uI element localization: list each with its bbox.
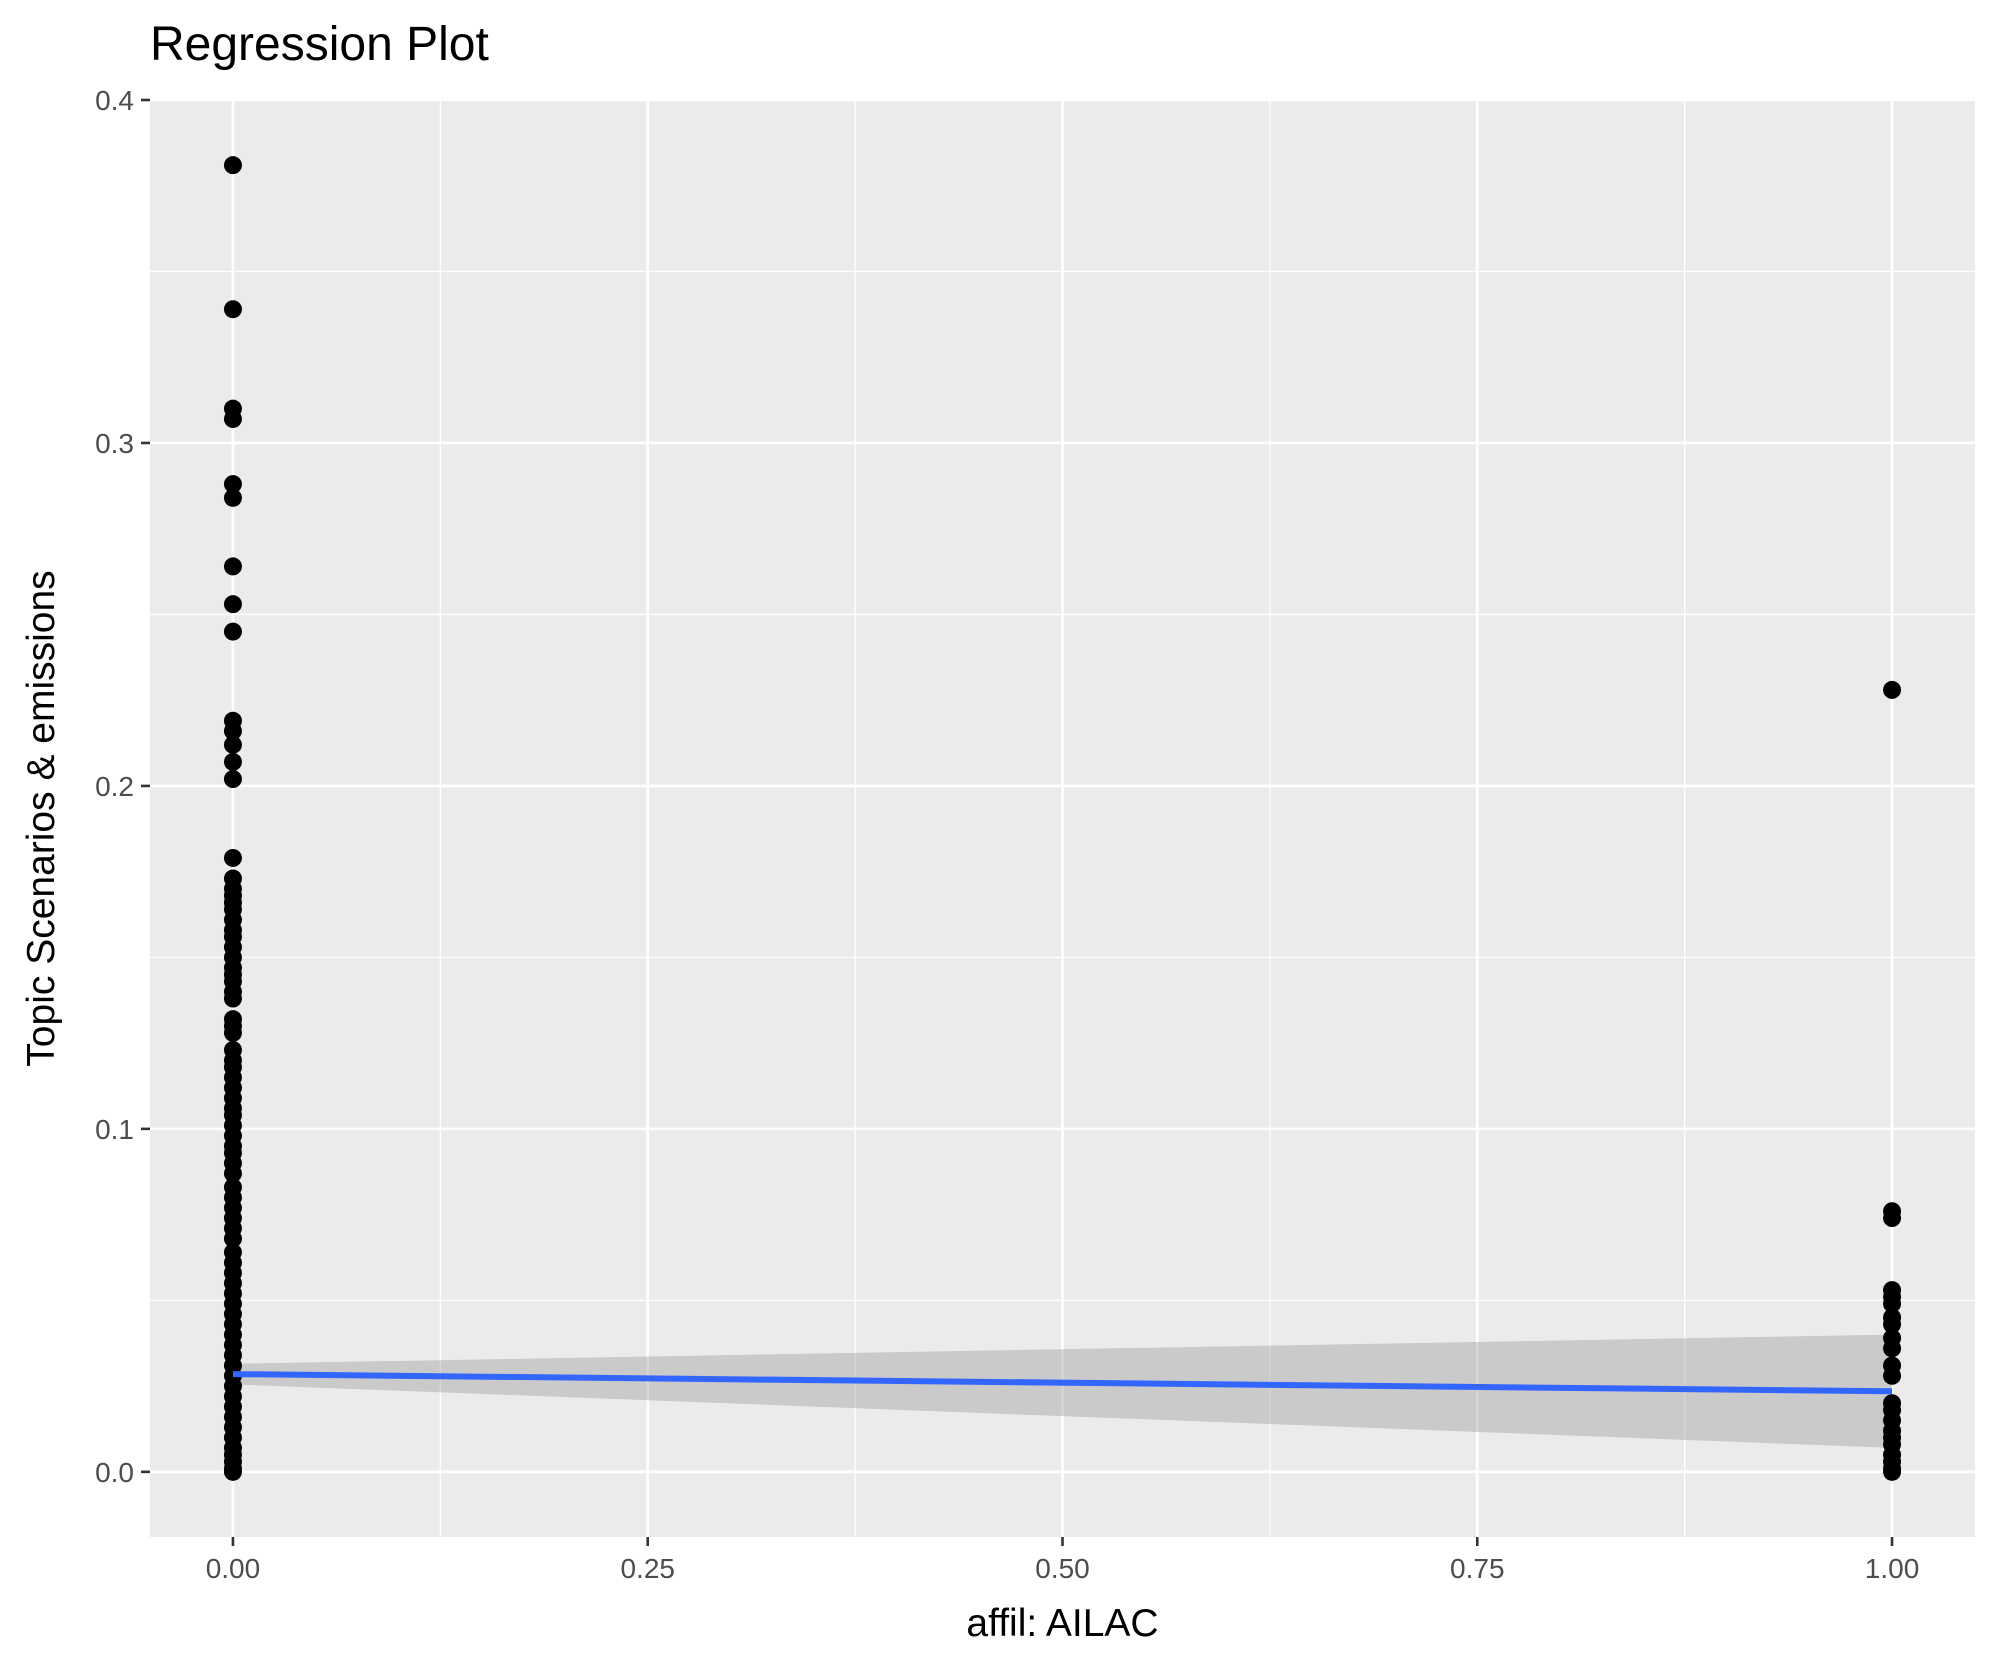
x-axis: 0.00 0.25 0.50 0.75 1.00	[206, 1537, 1920, 1584]
data-point	[1883, 1366, 1902, 1385]
data-point	[223, 1023, 242, 1042]
data-point	[223, 989, 242, 1008]
y-tick-label: 0.2	[95, 771, 134, 802]
y-tick-label: 0.1	[95, 1114, 134, 1145]
data-point	[223, 770, 242, 789]
data-point	[1883, 1294, 1902, 1313]
x-axis-title: affil: AILAC	[966, 1602, 1158, 1645]
y-axis: 0.0 0.1 0.2 0.3 0.4	[95, 85, 150, 1488]
scatter-points-layer	[223, 156, 1902, 1481]
data-point	[1883, 1339, 1902, 1358]
data-point	[223, 1462, 242, 1481]
data-point	[1883, 1209, 1902, 1228]
confidence-band-layer	[232, 1334, 1893, 1448]
data-point	[1883, 1315, 1902, 1334]
y-tick-label: 0.3	[95, 428, 134, 459]
confidence-band	[232, 1334, 1893, 1448]
data-point	[223, 1164, 242, 1183]
x-tick-label: 0.50	[1035, 1553, 1090, 1584]
data-point	[223, 752, 242, 771]
regression-line-layer	[232, 1371, 1893, 1395]
x-tick-label: 1.00	[1865, 1553, 1920, 1584]
data-point	[223, 300, 242, 319]
x-tick-label: 0.75	[1450, 1553, 1505, 1584]
data-point	[223, 722, 242, 741]
x-tick-label: 0.25	[620, 1553, 675, 1584]
data-point	[223, 1229, 242, 1248]
data-point	[223, 409, 242, 428]
data-point	[223, 488, 242, 507]
major-gridlines	[150, 98, 1975, 1537]
data-point	[1883, 680, 1902, 699]
data-point	[223, 595, 242, 614]
data-point	[223, 156, 242, 175]
data-point	[223, 848, 242, 867]
data-point	[223, 622, 242, 641]
regression-line	[232, 1371, 1893, 1395]
data-point	[223, 475, 242, 494]
data-point	[223, 557, 242, 576]
data-point	[1883, 1462, 1902, 1481]
data-point	[223, 735, 242, 754]
y-tick-label: 0.4	[95, 85, 134, 116]
x-tick-label: 0.00	[206, 1553, 261, 1584]
chart-title: Regression Plot	[150, 18, 489, 71]
y-tick-label: 0.0	[95, 1457, 134, 1488]
y-axis-title: Topic Scenarios & emissions	[20, 570, 63, 1066]
